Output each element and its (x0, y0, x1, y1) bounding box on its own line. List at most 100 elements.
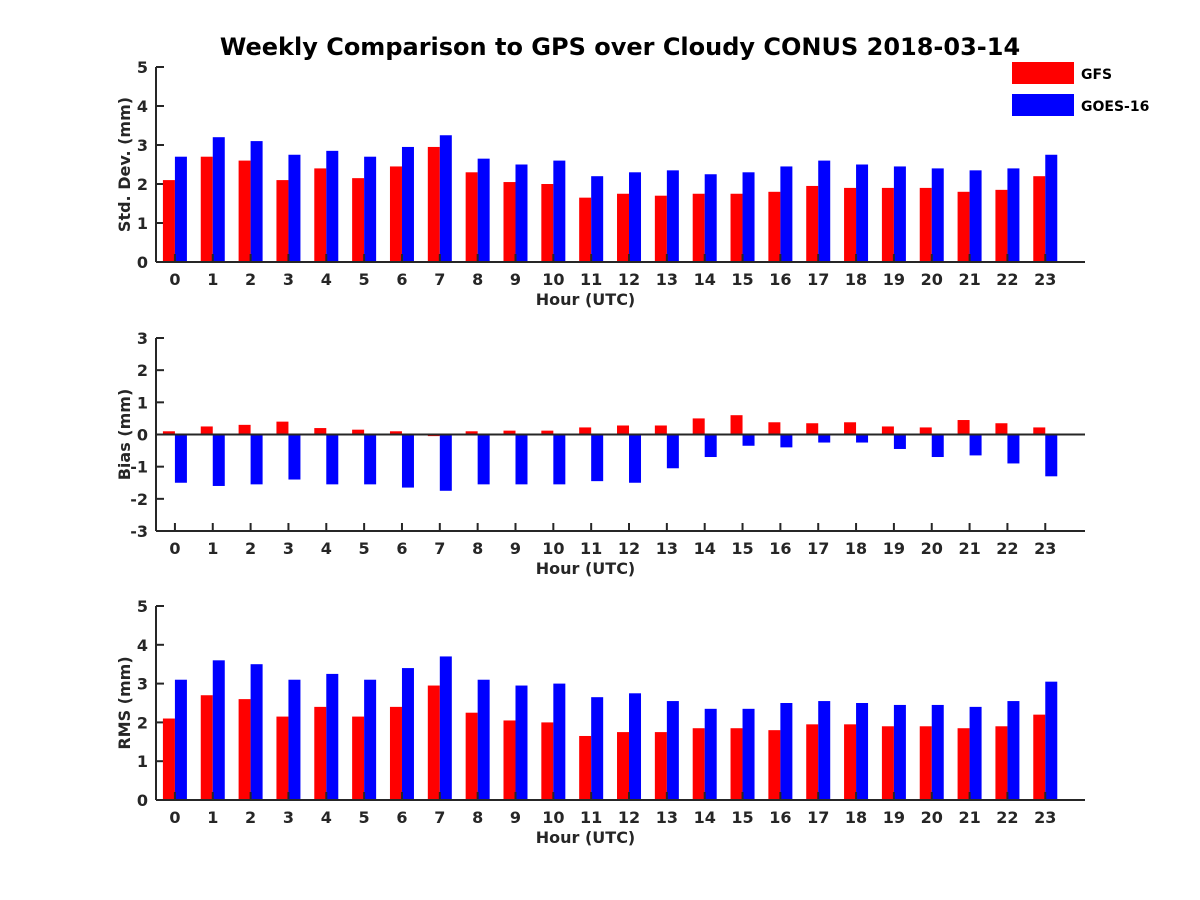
y-tick-label: 1 (137, 752, 148, 771)
bar-goes-16-hour-2 (250, 434, 263, 485)
x-tick-label: 21 (958, 270, 980, 289)
x-tick-label: 16 (769, 808, 791, 827)
bar-gfs-hour-7 (427, 146, 440, 262)
bar-goes-16-hour-22 (1007, 168, 1020, 262)
y-tick-label: 3 (137, 675, 148, 694)
bar-gfs-hour-11 (579, 427, 592, 435)
bar-gfs-hour-18 (844, 724, 857, 800)
bar-goes-16-hour-0 (174, 679, 187, 800)
x-tick-label: 11 (580, 808, 602, 827)
x-tick-label: 21 (958, 539, 980, 558)
bar-gfs-hour-22 (995, 726, 1008, 800)
bar-gfs-hour-3 (276, 180, 289, 262)
bar-goes-16-hour-2 (250, 141, 263, 262)
x-tick-label: 8 (472, 808, 483, 827)
bar-gfs-hour-16 (768, 422, 781, 435)
y-tick-label: 2 (137, 175, 148, 194)
x-tick-label: 15 (731, 539, 753, 558)
bar-gfs-hour-10 (541, 184, 554, 262)
x-tick-label: 8 (472, 539, 483, 558)
x-tick-label: 17 (807, 539, 829, 558)
y-tick-label: 2 (137, 713, 148, 732)
bar-goes-16-hour-12 (629, 434, 642, 483)
bar-gfs-hour-1 (200, 695, 213, 800)
y-tick-label: 0 (137, 253, 148, 272)
bar-goes-16-hour-21 (969, 434, 982, 456)
bar-goes-16-hour-12 (629, 693, 642, 800)
bar-gfs-hour-3 (276, 421, 289, 435)
bar-goes-16-hour-6 (401, 434, 414, 488)
bar-goes-16-hour-7 (439, 434, 452, 491)
bar-gfs-hour-14 (692, 418, 705, 435)
bar-gfs-hour-18 (844, 187, 857, 262)
x-tick-label: 18 (845, 539, 867, 558)
x-tick-label: 5 (359, 270, 370, 289)
bar-goes-16-hour-0 (174, 156, 187, 262)
x-tick-label: 15 (731, 808, 753, 827)
bar-gfs-hour-21 (957, 420, 970, 435)
bar-goes-16-hour-16 (780, 434, 793, 448)
legend: GFS GOES-16 (1012, 62, 1149, 116)
bar-goes-16-hour-19 (893, 434, 906, 449)
bar-goes-16-hour-7 (439, 656, 452, 800)
bar-goes-16-hour-16 (780, 166, 793, 262)
bar-gfs-hour-17 (806, 423, 819, 435)
x-tick-label: 18 (845, 270, 867, 289)
bar-goes-16-hour-18 (856, 703, 869, 800)
x-tick-label: 10 (542, 539, 564, 558)
x-tick-label: 13 (656, 539, 678, 558)
bar-goes-16-hour-1 (212, 137, 225, 262)
bar-gfs-hour-2 (238, 160, 251, 262)
bar-goes-16-hour-12 (629, 172, 642, 262)
bar-gfs-hour-1 (200, 426, 213, 435)
legend-swatch-gfs (1012, 62, 1074, 84)
bar-gfs-hour-4 (314, 706, 327, 800)
chart-title: Weekly Comparison to GPS over Cloudy CON… (220, 33, 1020, 61)
bar-gfs-hour-23 (1033, 176, 1046, 262)
x-tick-label: 5 (359, 539, 370, 558)
y-tick-label: 2 (137, 361, 148, 380)
bar-gfs-hour-4 (314, 168, 327, 262)
bar-goes-16-hour-14 (704, 174, 717, 262)
bar-gfs-hour-5 (352, 429, 365, 435)
x-tick-label: 15 (731, 270, 753, 289)
bar-gfs-hour-5 (352, 716, 365, 800)
bar-goes-16-hour-8 (477, 158, 490, 262)
bar-goes-16-hour-9 (515, 164, 528, 262)
x-tick-label: 6 (396, 808, 407, 827)
x-axis-label: Hour (UTC) (536, 290, 636, 309)
bar-gfs-hour-0 (162, 718, 175, 800)
bar-gfs-hour-16 (768, 191, 781, 262)
y-tick-label: 3 (137, 329, 148, 348)
bar-goes-16-hour-10 (553, 434, 566, 485)
bar-goes-16-hour-5 (364, 679, 377, 800)
x-tick-label: 1 (207, 539, 218, 558)
bar-goes-16-hour-17 (818, 701, 831, 800)
y-axis-label: Std. Dev. (mm) (115, 97, 134, 232)
x-tick-label: 12 (618, 539, 640, 558)
bar-goes-16-hour-4 (326, 150, 339, 262)
y-tick-label: -3 (130, 522, 148, 541)
bar-gfs-hour-12 (617, 732, 630, 800)
bar-goes-16-hour-8 (477, 679, 490, 800)
x-tick-label: 8 (472, 270, 483, 289)
x-tick-label: 3 (283, 270, 294, 289)
y-tick-label: -1 (130, 458, 148, 477)
bar-gfs-hour-10 (541, 722, 554, 800)
bar-goes-16-hour-21 (969, 170, 982, 262)
legend-swatch-goes-16 (1012, 94, 1074, 116)
bar-goes-16-hour-17 (818, 160, 831, 262)
x-tick-label: 5 (359, 808, 370, 827)
x-tick-label: 3 (283, 539, 294, 558)
x-tick-label: 6 (396, 539, 407, 558)
bar-gfs-hour-21 (957, 191, 970, 262)
x-tick-label: 4 (321, 539, 332, 558)
bar-gfs-hour-15 (730, 193, 743, 262)
x-tick-label: 12 (618, 808, 640, 827)
x-tick-label: 14 (694, 270, 716, 289)
x-tick-label: 6 (396, 270, 407, 289)
bar-gfs-hour-0 (162, 431, 175, 435)
y-tick-label: 1 (137, 393, 148, 412)
